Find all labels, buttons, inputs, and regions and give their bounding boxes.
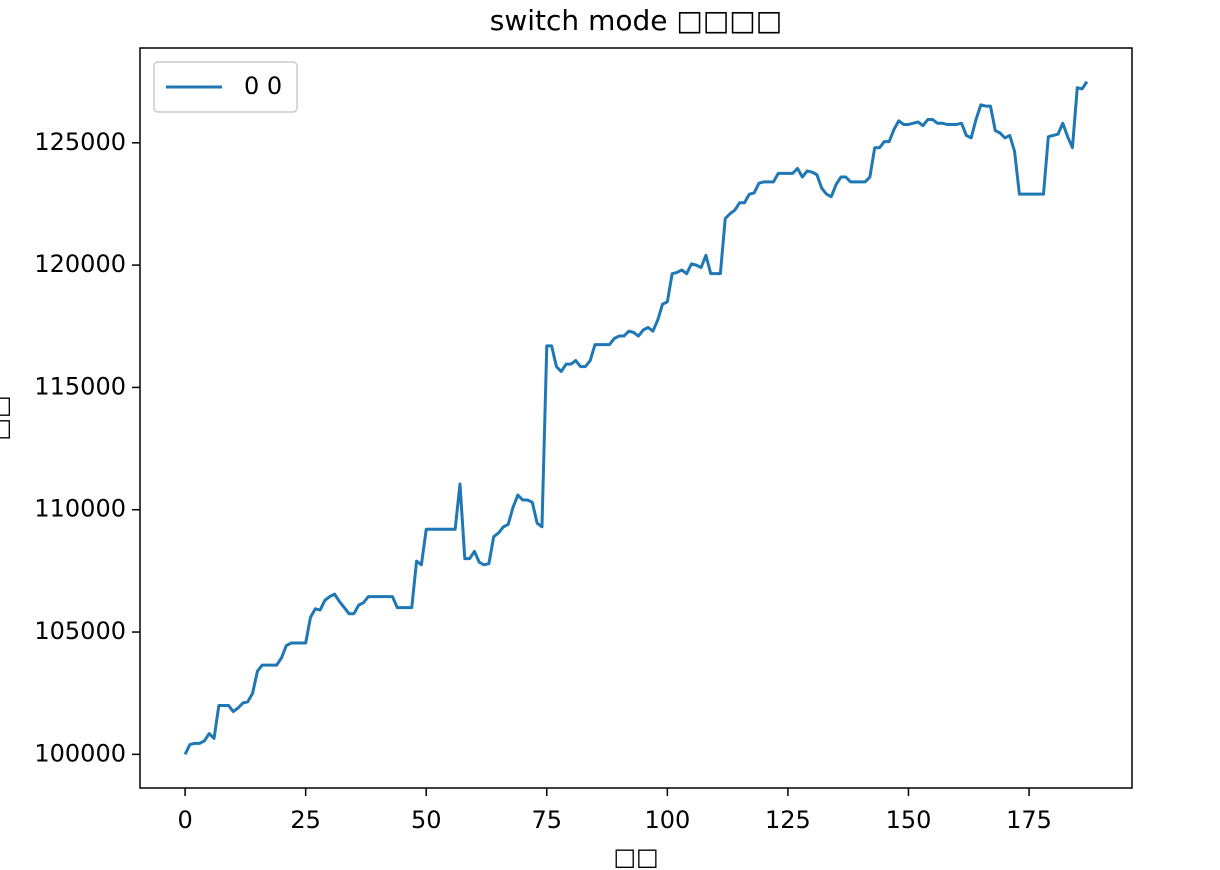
series-line xyxy=(183,80,1089,756)
y-tick-label: 125000 xyxy=(34,128,126,156)
x-tick-label: 125 xyxy=(765,806,811,834)
y-tick-label: 105000 xyxy=(34,617,126,645)
chart-title: switch mode □□□□ xyxy=(490,4,782,37)
legend-box xyxy=(153,61,298,113)
x-tick-label: 0 xyxy=(177,806,192,834)
y-tick-label: 120000 xyxy=(34,250,126,278)
x-axis-label: □□ xyxy=(613,843,658,870)
x-tick-label: 75 xyxy=(532,806,563,834)
x-tick-label: 100 xyxy=(644,806,690,834)
x-tick-label: 175 xyxy=(1006,806,1052,834)
x-tick-label: 50 xyxy=(411,806,442,834)
x-tick-label: 25 xyxy=(290,806,321,834)
y-axis-label: □□ xyxy=(0,395,13,440)
x-tick-label: 150 xyxy=(886,806,932,834)
y-tick-label: 100000 xyxy=(34,739,126,767)
legend-label: 0 0 xyxy=(244,72,282,100)
plot-frame xyxy=(139,47,1133,789)
y-tick-label: 110000 xyxy=(34,495,126,523)
y-tick-label: 115000 xyxy=(34,372,126,400)
